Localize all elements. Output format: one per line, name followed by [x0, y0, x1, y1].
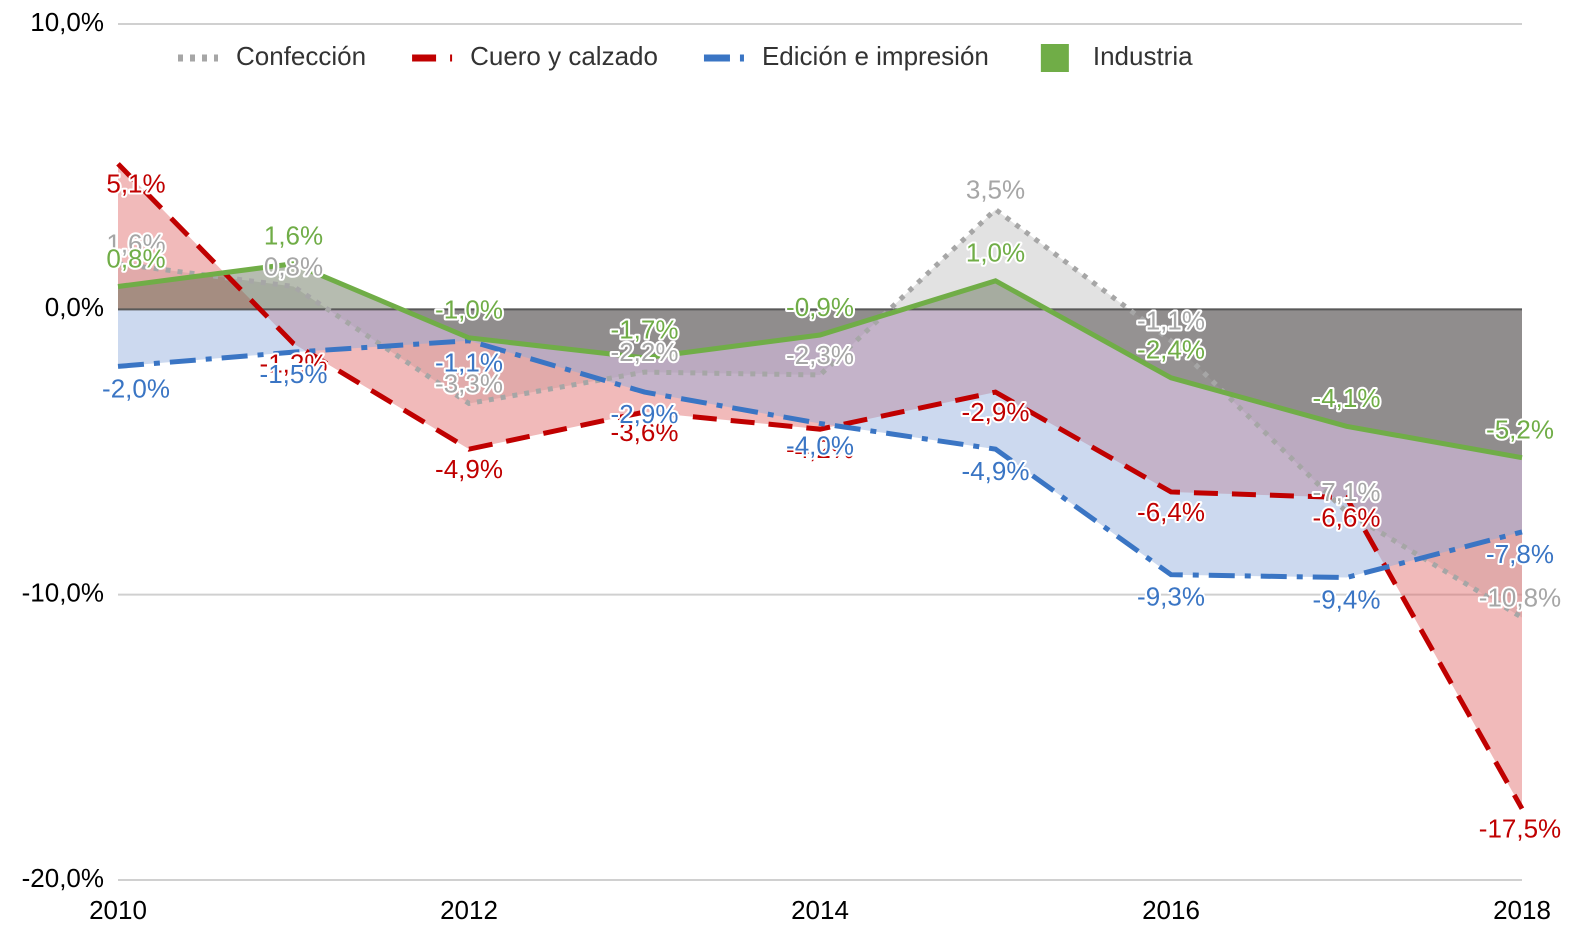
data-label: -1,0% [435, 295, 503, 325]
y-tick-label: -20,0% [22, 863, 104, 893]
data-label: -9,3% [1137, 582, 1205, 612]
data-label: -5,2% [1486, 415, 1554, 445]
area [118, 263, 1522, 458]
data-label: -10,8% [1479, 582, 1561, 612]
data-label: 5,1% [106, 169, 165, 199]
y-tick-label: 0,0% [45, 292, 104, 322]
area [118, 163, 1522, 809]
data-label: -1,5% [260, 359, 328, 389]
data-label: -1,7% [611, 315, 679, 345]
data-label: -4,2% [786, 434, 854, 464]
legend-swatch [1040, 44, 1069, 72]
data-label: -9,4% [1313, 584, 1381, 614]
data-label: 0,8% [106, 243, 165, 273]
legend-label: Confección [236, 41, 366, 71]
x-tick-label: 2018 [1493, 895, 1551, 925]
data-label: -2,9% [611, 399, 679, 429]
data-label: 1,6% [264, 221, 323, 251]
legend-label: Industria [1093, 41, 1193, 71]
line [117, 261, 1523, 461]
data-label: -1,2% [260, 348, 328, 378]
x-tick-label: 2016 [1142, 895, 1200, 925]
data-label: -3,6% [611, 417, 679, 447]
data-label: -3,3% [435, 368, 503, 398]
data-label: -2,2% [611, 337, 679, 367]
line [117, 338, 1523, 581]
y-tick-label: -10,0% [22, 578, 104, 608]
data-label: -4,1% [1313, 383, 1381, 413]
data-label: 0,8% [264, 251, 323, 281]
data-label: -0,9% [786, 292, 854, 322]
x-tick-label: 2012 [440, 895, 498, 925]
data-label: -6,6% [1313, 503, 1381, 533]
data-label: -1,1% [435, 348, 503, 378]
data-label: -7,8% [1486, 539, 1554, 569]
x-tick-label: 2014 [791, 895, 849, 925]
data-label: -4,0% [786, 430, 854, 460]
data-label: 1,0% [966, 238, 1025, 268]
legend-label: Edición e impresión [762, 41, 989, 71]
area [118, 209, 1522, 618]
x-tick-label: 2010 [89, 895, 147, 925]
data-label: -2,9% [962, 397, 1030, 427]
y-tick-label: 10,0% [30, 7, 104, 37]
data-label: -2,0% [102, 373, 170, 403]
data-label: -6,4% [1137, 497, 1205, 527]
data-label: -1,1% [1137, 306, 1205, 336]
data-label: -17,5% [1479, 814, 1561, 844]
data-label: -4,9% [962, 456, 1030, 486]
data-label: 3,5% [966, 174, 1025, 204]
legend-label: Cuero y calzado [470, 41, 658, 71]
data-label: -2,3% [786, 340, 854, 370]
data-label: -2,4% [1137, 335, 1205, 365]
line [116, 162, 1525, 810]
data-label: -7,1% [1313, 477, 1381, 507]
data-label: 1,6% [106, 229, 165, 259]
data-label: -4,9% [435, 454, 503, 484]
